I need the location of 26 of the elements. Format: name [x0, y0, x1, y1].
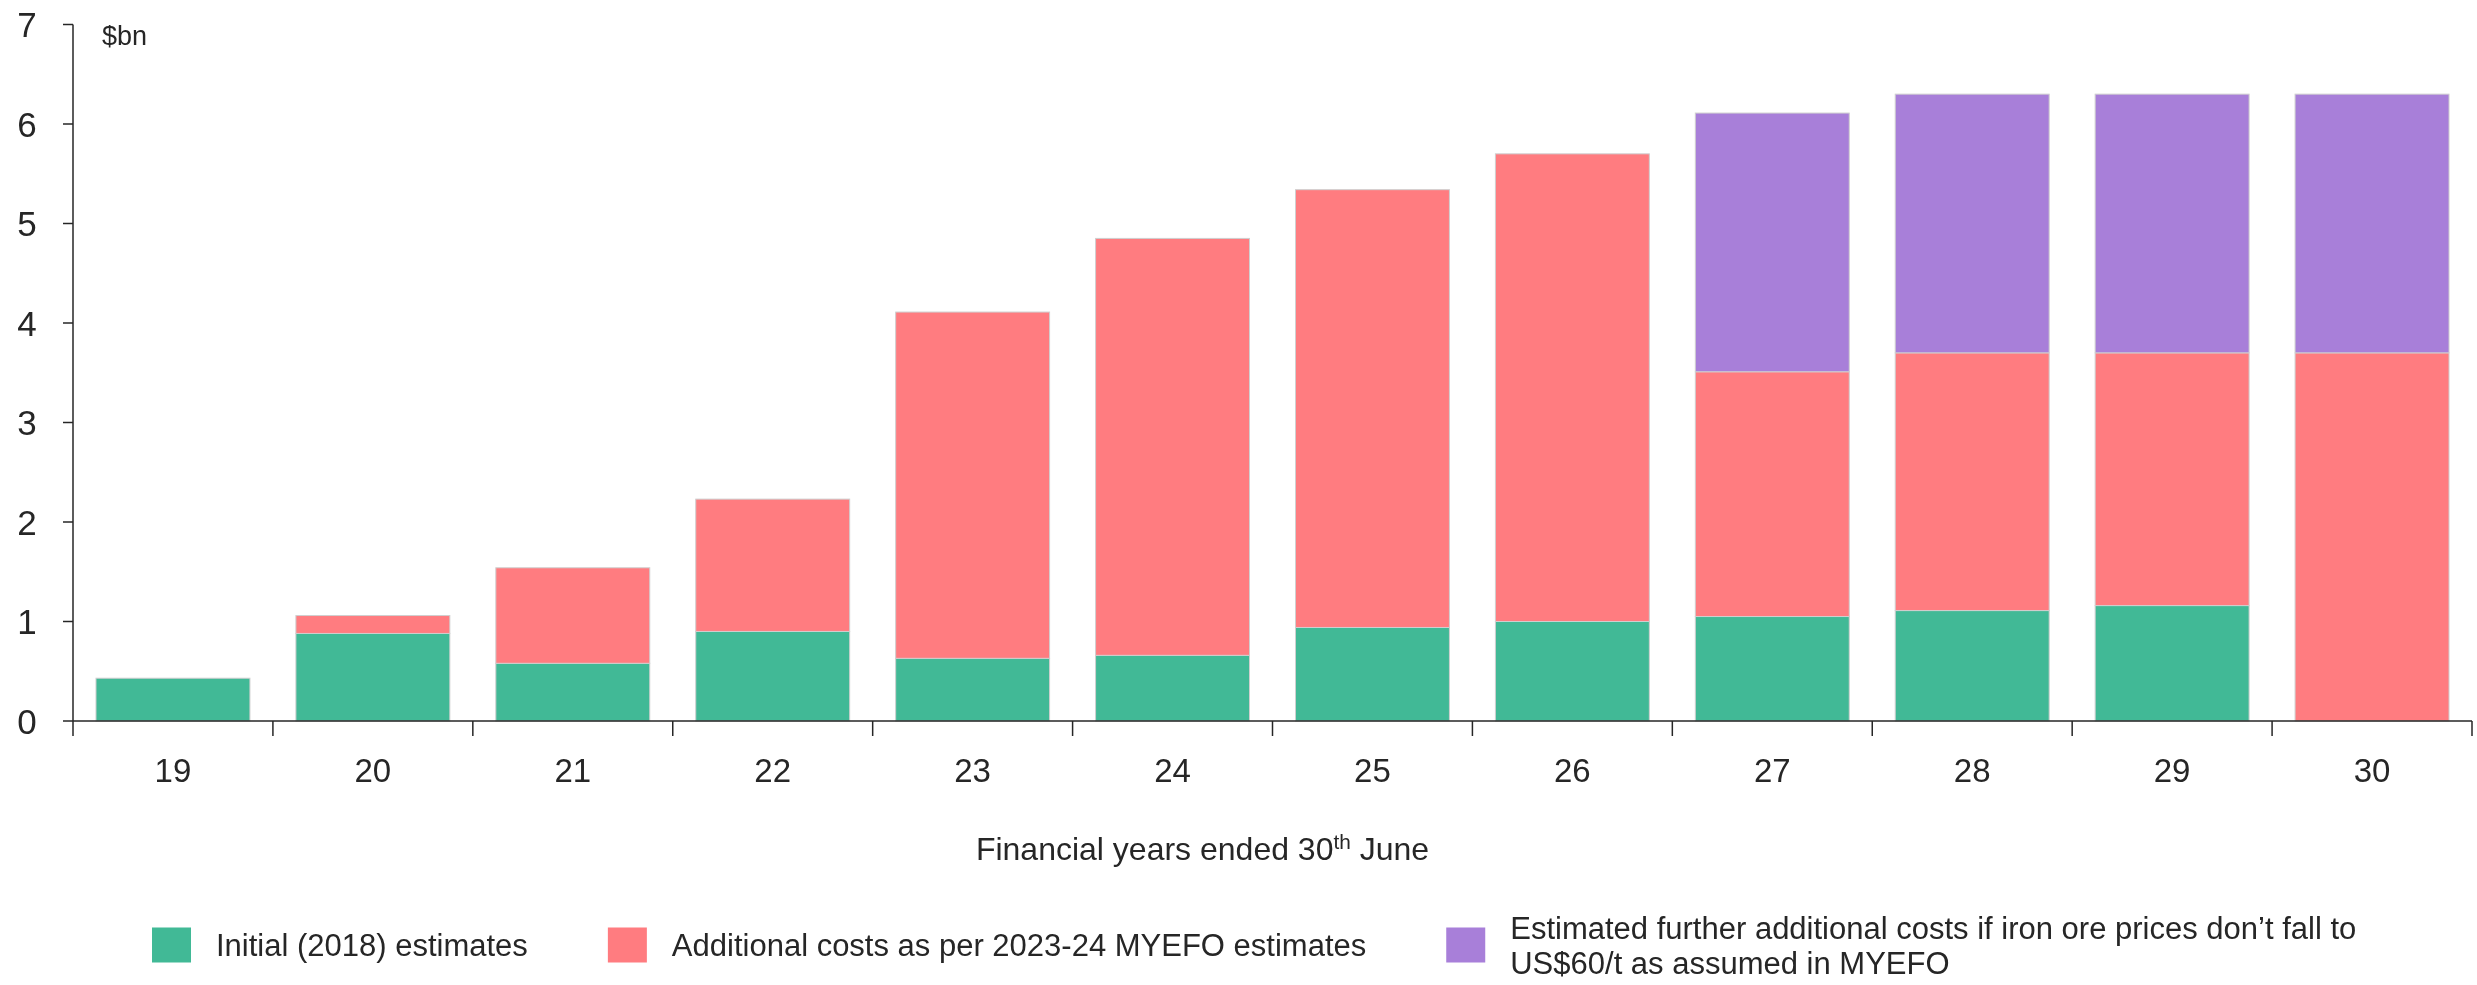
- x-tick-label: 19: [154, 751, 192, 789]
- x-axis-title: Financial years ended 30$^{th}$ June: [975, 829, 1430, 867]
- legend-label: Additional costs as per 2023-24 MYEFO estimates: [671, 927, 1367, 963]
- y-tick-label: 0: [17, 701, 37, 741]
- x-tick-label: 28: [1953, 751, 1991, 789]
- y-axis-title: $bn: [102, 21, 148, 51]
- x-tick-label: 21: [554, 751, 592, 789]
- legend-label: Initial (2018) estimates: [216, 927, 528, 963]
- x-tick-label: 22: [754, 751, 792, 789]
- legend-label: Estimated further additional costs if iron ore prices don’t fall to US$60/t as assumed in MYEFO: [1510, 910, 2357, 980]
- y-tick-label: 2: [17, 502, 37, 542]
- y-tick-label: 1: [17, 602, 37, 641]
- y-tick-label: 6: [17, 104, 37, 144]
- x-tick-label: 20: [354, 751, 392, 789]
- x-tick-label: 30: [2353, 751, 2391, 789]
- y-tick-label: 4: [17, 303, 37, 343]
- y-tick-label: 7: [17, 5, 37, 44]
- x-tick-label: 24: [1154, 751, 1191, 789]
- bar: [95, 677, 251, 722]
- y-tick-label: 3: [17, 403, 37, 442]
- x-tick-label: 26: [1554, 751, 1591, 789]
- x-tick-label: 27: [1753, 751, 1791, 789]
- x-tick-label: 25: [1354, 751, 1391, 789]
- x-tick-label: 29: [2153, 751, 2191, 789]
- x-tick-label: 23: [954, 751, 991, 789]
- y-tick-label: 5: [17, 204, 37, 243]
